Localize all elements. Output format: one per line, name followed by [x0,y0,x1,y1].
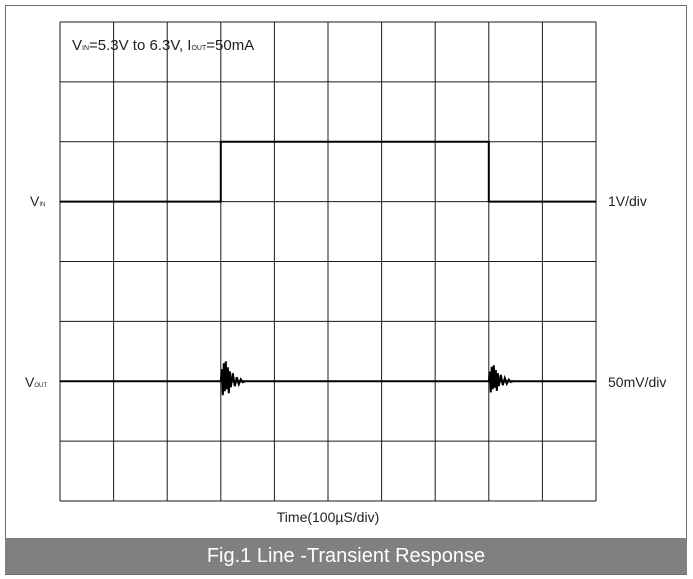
vout-label: VOUT [25,374,47,390]
condition-iout-value: =50mA [206,37,254,54]
vin-trace [60,140,596,203]
chart-frame [5,5,687,575]
vout-transient-ringing [219,361,246,396]
x-axis-label: Time(100µS/div) [277,509,379,525]
condition-iout-sub: OUT [191,45,207,52]
vin-scale-label: 1V/div [608,193,647,209]
condition-label: VIN=5.3V to 6.3V, IOUT=50mA [72,37,254,54]
traces [60,140,596,396]
condition-vin-range: =5.3V to 6.3V, [89,37,187,54]
vout-label-sub: OUT [34,383,47,389]
vout-label-main: V [25,374,35,390]
condition-vin-sub: IN [82,45,89,52]
vin-label: VIN [30,193,45,209]
grid [59,21,597,502]
condition-vin-main: V [72,37,82,54]
vin-label-sub: IN [39,202,45,208]
vout-transient-ringing [487,365,514,393]
figure-caption: Fig.1 Line -Transient Response [5,538,687,574]
caption-text: Fig.1 Line -Transient Response [206,544,486,567]
vout-scale-label: 50mV/div [608,374,666,390]
vin-label-main: V [30,193,40,209]
condition-iout-main: I [187,37,191,54]
